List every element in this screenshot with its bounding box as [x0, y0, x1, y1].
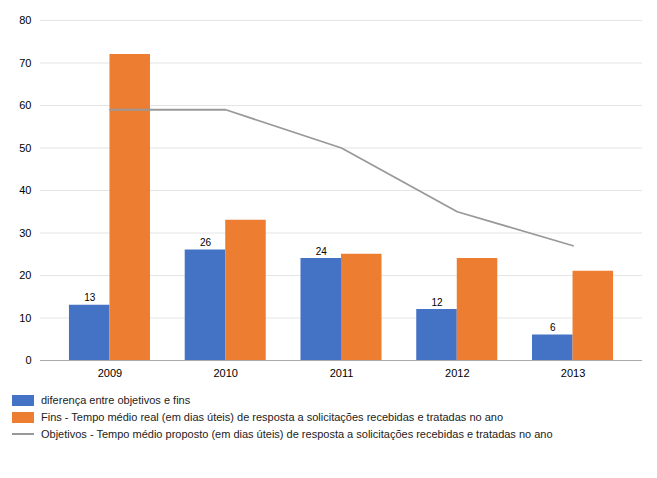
svg-text:70: 70: [19, 57, 31, 69]
svg-text:6: 6: [550, 322, 556, 333]
svg-text:40: 40: [19, 184, 31, 196]
svg-text:60: 60: [19, 99, 31, 111]
svg-text:80: 80: [19, 14, 31, 26]
svg-text:2009: 2009: [98, 367, 122, 379]
svg-text:24: 24: [316, 246, 328, 257]
svg-text:10: 10: [19, 312, 31, 324]
svg-text:30: 30: [19, 227, 31, 239]
svg-text:13: 13: [84, 292, 96, 303]
svg-text:0: 0: [25, 354, 31, 366]
svg-text:2010: 2010: [213, 367, 237, 379]
html-text:diferença entre objetivos e fi: diferença entre objetivos e fins: [41, 394, 191, 406]
svg-text:2013: 2013: [561, 367, 585, 379]
svg-text:26: 26: [200, 237, 212, 248]
html-text:Objetivos - Tempo médio propos: Objetivos - Tempo médio proposto (em dia…: [41, 428, 553, 440]
svg-text:2011: 2011: [330, 367, 354, 379]
html-text:Fins - Tempo médio real (em di: Fins - Tempo médio real (em dias úteis) …: [41, 411, 503, 423]
svg-text:2012: 2012: [445, 367, 469, 379]
svg-text:50: 50: [19, 142, 31, 154]
svg-text:12: 12: [431, 297, 443, 308]
svg-text:20: 20: [19, 269, 31, 281]
